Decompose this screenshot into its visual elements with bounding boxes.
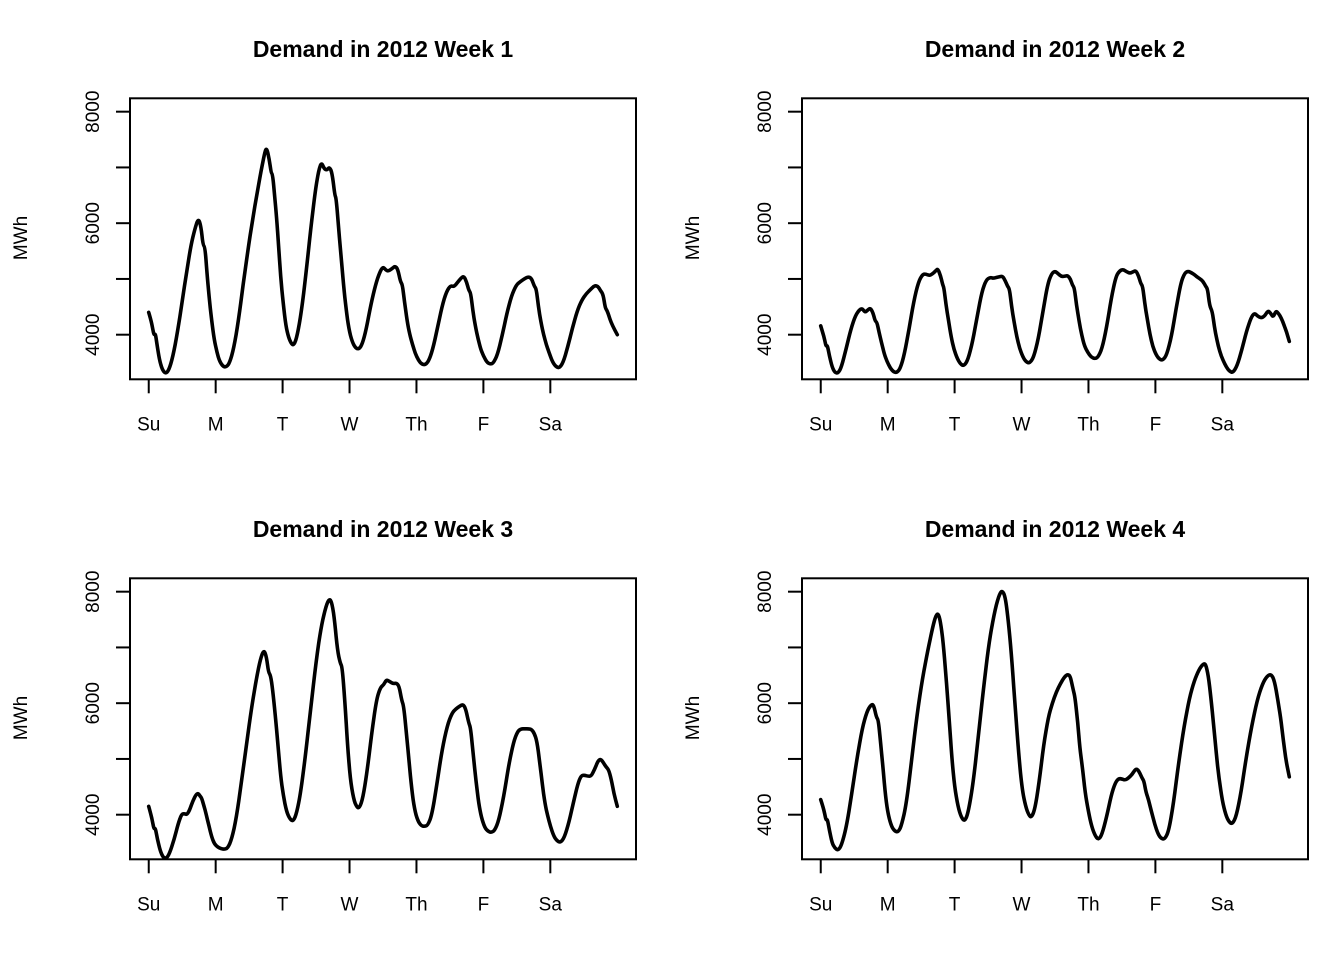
y-tick-label: 4000	[83, 794, 104, 836]
axis-ticks	[116, 110, 552, 394]
x-tick-label: T	[949, 414, 961, 435]
y-tick-label: 4000	[755, 314, 776, 356]
chart-panel: Demand in 2012 Week 4 MWh Su M T W Th F …	[672, 480, 1344, 960]
y-tick-label: 4000	[755, 794, 776, 836]
y-axis-label: MWh	[11, 216, 32, 260]
x-tick-label: W	[1013, 894, 1031, 915]
y-tick-label: 8000	[755, 571, 776, 613]
x-tick-label: Su	[809, 414, 832, 435]
chart-panel: Demand in 2012 Week 1 MWh Su M T W Th F …	[0, 0, 672, 480]
x-tick-label: Su	[137, 414, 160, 435]
axis-ticks	[788, 110, 1224, 394]
x-tick-label: Su	[809, 894, 832, 915]
x-tick-label: F	[1150, 894, 1162, 915]
x-tick-label: F	[1150, 414, 1162, 435]
chart-title: Demand in 2012 Week 3	[253, 516, 513, 542]
y-tick-label: 6000	[83, 202, 104, 244]
chart-panel: Demand in 2012 Week 3 MWh Su M T W Th F …	[0, 480, 672, 960]
demand-line	[146, 598, 620, 860]
plot-box	[801, 97, 1309, 381]
y-axis-label: MWh	[11, 696, 32, 740]
chart-canvas: Demand in 2012 Week 1 MWh Su M T W Th F …	[11, 36, 637, 435]
x-tick-label: M	[880, 414, 896, 435]
axis-ticks	[788, 590, 1224, 874]
y-tick-label: 6000	[755, 682, 776, 724]
chart-canvas: Demand in 2012 Week 2 MWh Su M T W Th F …	[683, 36, 1309, 435]
x-tick-label: Su	[137, 894, 160, 915]
y-tick-labels: 4000 6000 8000	[83, 571, 104, 836]
x-tick-label: Sa	[539, 894, 563, 915]
axis-ticks	[116, 590, 552, 874]
y-tick-label: 6000	[83, 682, 104, 724]
x-tick-labels: Su M T W Th F Sa	[137, 414, 562, 435]
y-tick-label: 4000	[83, 314, 104, 356]
y-axis-label: MWh	[683, 216, 704, 260]
x-tick-labels: Su M T W Th F Sa	[137, 894, 562, 915]
y-tick-label: 8000	[83, 571, 104, 613]
y-tick-label: 6000	[755, 202, 776, 244]
y-axis-label: MWh	[683, 696, 704, 740]
x-tick-label: Th	[1077, 894, 1099, 915]
y-tick-labels: 4000 6000 8000	[755, 91, 776, 356]
demand-line	[818, 589, 1292, 852]
plot-box	[801, 577, 1309, 861]
x-tick-label: Th	[405, 414, 427, 435]
x-tick-label: Sa	[1211, 894, 1235, 915]
x-tick-label: Th	[1077, 414, 1099, 435]
x-tick-labels: Su M T W Th F Sa	[809, 894, 1234, 915]
chart-panel: Demand in 2012 Week 2 MWh Su M T W Th F …	[672, 0, 1344, 480]
x-tick-label: M	[880, 894, 896, 915]
x-tick-label: T	[277, 894, 289, 915]
x-tick-label: M	[208, 894, 224, 915]
x-tick-labels: Su M T W Th F Sa	[809, 414, 1234, 435]
chart-title: Demand in 2012 Week 1	[253, 36, 514, 62]
plot-box	[129, 97, 637, 381]
x-tick-label: Sa	[1211, 414, 1235, 435]
plot-box	[129, 577, 637, 861]
x-tick-label: M	[208, 414, 224, 435]
chart-title: Demand in 2012 Week 2	[925, 36, 1185, 62]
x-tick-label: F	[478, 894, 490, 915]
x-tick-label: T	[277, 414, 289, 435]
chart-canvas: Demand in 2012 Week 3 MWh Su M T W Th F …	[11, 516, 637, 915]
y-tick-label: 8000	[83, 91, 104, 133]
x-tick-label: W	[341, 414, 359, 435]
demand-line	[818, 267, 1292, 375]
demand-line	[146, 147, 620, 375]
chart-title: Demand in 2012 Week 4	[925, 516, 1186, 542]
chart-canvas: Demand in 2012 Week 4 MWh Su M T W Th F …	[683, 516, 1309, 915]
x-tick-label: Sa	[539, 414, 563, 435]
x-tick-label: F	[478, 414, 490, 435]
y-tick-label: 8000	[755, 91, 776, 133]
x-tick-label: W	[341, 894, 359, 915]
y-tick-labels: 4000 6000 8000	[755, 571, 776, 836]
x-tick-label: T	[949, 894, 961, 915]
x-tick-label: W	[1013, 414, 1031, 435]
x-tick-label: Th	[405, 894, 427, 915]
y-tick-labels: 4000 6000 8000	[83, 91, 104, 356]
